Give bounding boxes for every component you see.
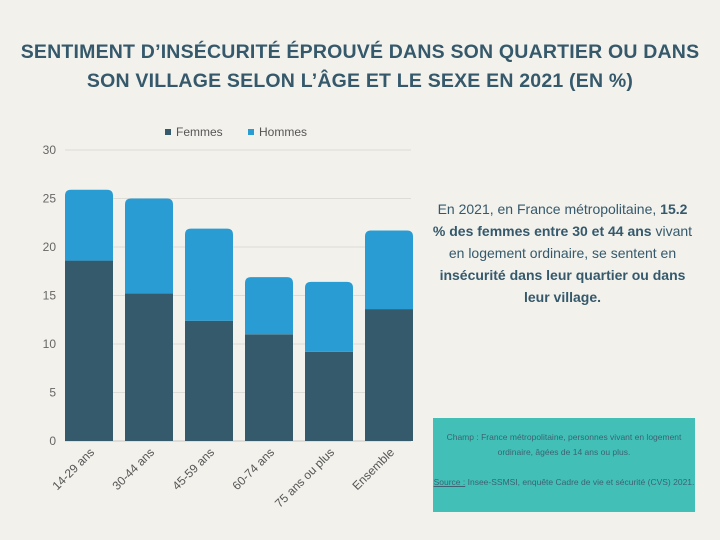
source-value: Insee-SSMSI, enquête Cadre de vie et séc… xyxy=(465,477,695,487)
bar-femmes xyxy=(185,320,233,441)
y-tick-label: 15 xyxy=(43,289,57,303)
bar-hommes xyxy=(65,189,113,261)
note-highlight-1: 15.2 % des femmes entre 30 et 44 ans xyxy=(432,201,688,239)
x-tick-label: 75 ans ou plus xyxy=(272,445,337,510)
stacked-bar-chart: 0 5 10 15 20 25 30 Femmes Hommes 14-29 ans 30-44 a… xyxy=(43,125,413,510)
bar-hommes xyxy=(305,281,353,352)
note-highlight-2: insécurité dans leur quartier ou dans le… xyxy=(439,267,686,305)
source-box: Champ : France métropolitaine, personnes… xyxy=(433,418,695,512)
bar-hommes xyxy=(365,230,413,310)
bar-femmes xyxy=(245,334,293,441)
legend-swatch xyxy=(165,129,171,135)
chart-title: SENTIMENT D’INSÉCURITÉ ÉPROUVÉ DANS SON … xyxy=(20,41,700,92)
bar-hommes xyxy=(185,228,233,321)
note-text-2: vivant en logement ordinaire, se sentent… xyxy=(448,223,693,261)
bar-femmes xyxy=(65,260,113,441)
y-tick-label: 20 xyxy=(43,240,57,254)
legend-label: Hommes xyxy=(259,125,307,139)
champ-text: Champ : France métropolitaine, personnes… xyxy=(446,432,682,457)
x-tick-label: Ensemble xyxy=(349,445,397,493)
y-tick-label: 0 xyxy=(49,434,56,448)
y-tick-label: 10 xyxy=(43,337,57,351)
bar-femmes xyxy=(365,309,413,441)
x-tick-label: 60-74 ans xyxy=(229,445,277,493)
legend-swatch xyxy=(248,129,254,135)
x-tick-label: 14-29 ans xyxy=(49,445,97,493)
bar-femmes xyxy=(305,351,353,441)
source-label: Source : xyxy=(433,477,466,487)
y-tick-label: 25 xyxy=(43,192,57,206)
y-tick-label: 5 xyxy=(49,386,56,400)
bar-hommes xyxy=(125,198,173,294)
legend-label: Femmes xyxy=(176,125,223,139)
x-tick-label: 45-59 ans xyxy=(169,445,217,493)
note-text-1: En 2021, en France métropolitaine, xyxy=(437,201,661,217)
y-tick-label: 30 xyxy=(43,143,57,157)
source-text: Source : Insee-SSMSI, enquête Cadre de v… xyxy=(433,475,695,490)
x-tick-label: 30-44 ans xyxy=(109,445,157,493)
bar-hommes xyxy=(245,277,293,335)
bar-femmes xyxy=(125,293,173,441)
key-finding-text: En 2021, en France métropolitaine, 15.2 … xyxy=(430,198,695,308)
